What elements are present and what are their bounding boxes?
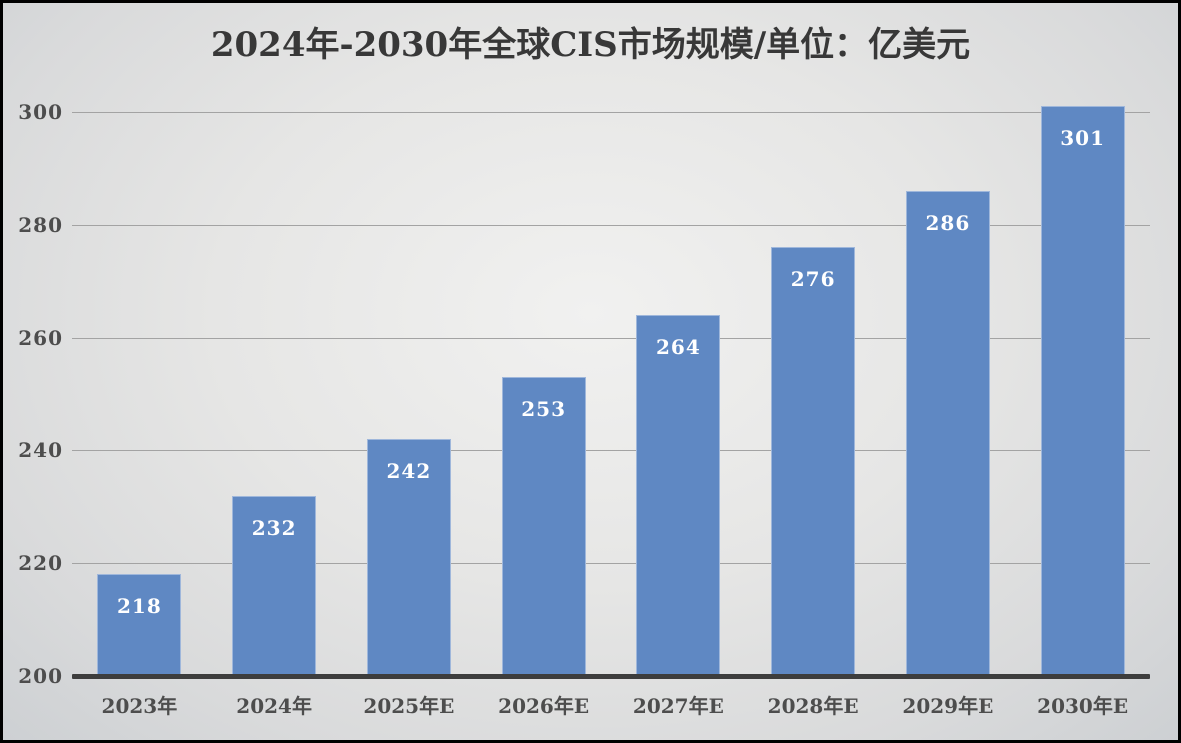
gridline-240 (72, 450, 1150, 452)
gridline-260 (72, 337, 1150, 339)
x-tick-label-2029年E: 2029年E (902, 694, 994, 718)
bar-value-label: 253 (521, 397, 566, 422)
y-tick-label-300: 300 (18, 100, 63, 124)
gridline-220 (72, 563, 1150, 565)
bar-value-label: 264 (656, 335, 701, 360)
bar-value-label: 242 (386, 459, 432, 484)
x-tick-label-2025年E: 2025年E (363, 694, 455, 718)
bar-2029年E: 286 (905, 190, 990, 676)
y-tick-label-280: 280 (18, 212, 63, 237)
chart-title: 2024年-2030年全球CIS市场规模/单位：亿美元 (210, 25, 971, 65)
bar-value-label: 301 (1060, 126, 1105, 151)
x-tick-label-2028年E: 2028年E (767, 694, 859, 718)
bar-2025年E: 242 (366, 439, 451, 676)
x-tick-label-2027年E: 2027年E (632, 694, 724, 718)
bar-2028年E: 276 (771, 247, 856, 676)
bar-value-label: 276 (790, 267, 836, 292)
y-tick-label-260: 260 (18, 325, 63, 350)
bar-value-label: 218 (117, 594, 162, 619)
x-tick-label-2030年E: 2030年E (1037, 694, 1129, 718)
bar-2027年E: 264 (636, 315, 721, 676)
bar-2024年: 232 (232, 495, 317, 676)
bar-2023年: 218 (97, 574, 182, 676)
x-tick-label-2026年E: 2026年E (498, 694, 590, 718)
x-tick-label-2023年: 2023年 (101, 694, 178, 718)
gridline-300 (72, 112, 1150, 113)
bar-2030年E: 301 (1040, 106, 1125, 676)
y-tick-label-200: 200 (18, 664, 63, 688)
bar-value-label: 286 (925, 210, 971, 235)
x-axis-line (72, 674, 1150, 679)
bar-value-label: 232 (251, 515, 297, 540)
y-tick-label-220: 220 (18, 551, 63, 576)
gridline-280 (72, 224, 1150, 226)
y-tick-label-240: 240 (18, 438, 63, 463)
x-tick-label-2024年: 2024年 (236, 694, 312, 718)
bar-2026年E: 253 (501, 377, 586, 676)
